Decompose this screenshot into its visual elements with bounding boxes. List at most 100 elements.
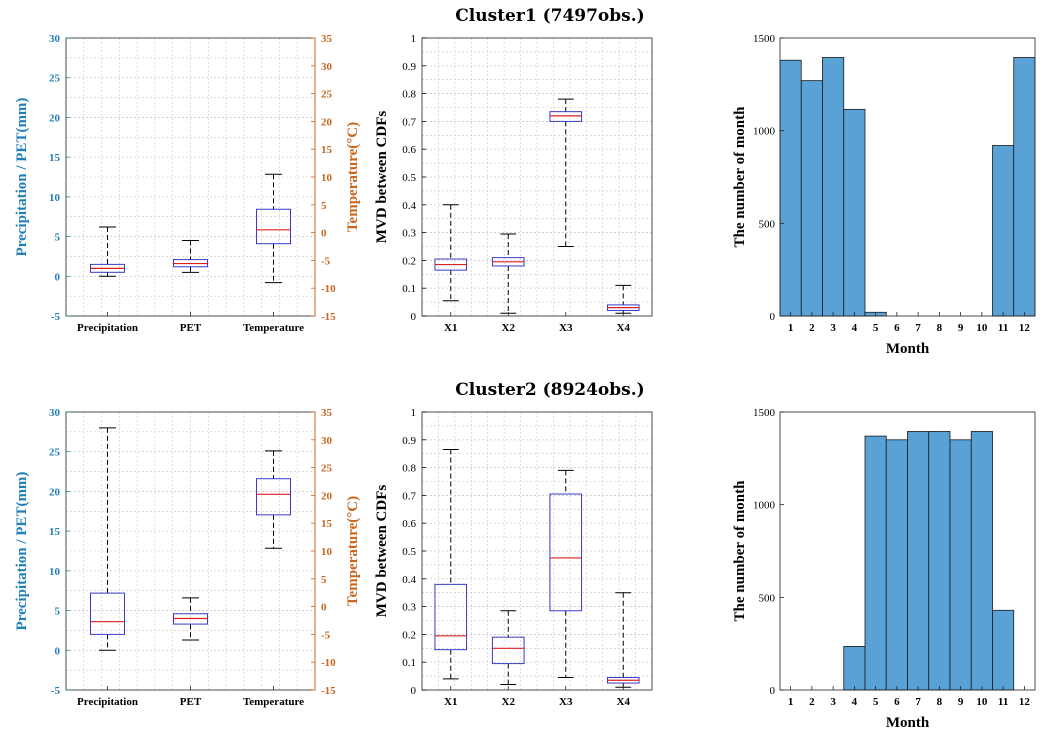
y2-tick-label: 10 bbox=[321, 172, 333, 184]
y-tick-label: 20 bbox=[49, 112, 61, 124]
box-x1 bbox=[434, 204, 468, 302]
y2-tick-label: 5 bbox=[321, 200, 327, 212]
y-tick-label: 0.5 bbox=[402, 172, 416, 184]
x-axis-label: Month bbox=[886, 715, 930, 731]
iqr-box bbox=[256, 208, 291, 245]
x-tick-label: Precipitation bbox=[77, 696, 138, 708]
cluster2-title: Cluster2 (8924obs.) bbox=[455, 380, 644, 400]
y2-tick-label: 10 bbox=[321, 546, 333, 558]
box-x3 bbox=[549, 469, 583, 678]
box-x2 bbox=[491, 233, 525, 314]
iqr-box bbox=[90, 592, 125, 635]
y2-tick-label: 35 bbox=[321, 33, 333, 45]
y2-tick-label: -15 bbox=[321, 311, 336, 323]
bar-month-8 bbox=[928, 431, 951, 691]
y-tick-label: 10 bbox=[49, 566, 61, 578]
x-tick-label: Precipitation bbox=[77, 322, 138, 334]
x-tick-label: 11 bbox=[998, 322, 1008, 334]
box-precipitation bbox=[90, 226, 125, 277]
x-tick-label: X3 bbox=[559, 696, 573, 708]
y-tick-label: 0.9 bbox=[402, 435, 416, 447]
y-tick-label: 1000 bbox=[753, 126, 776, 138]
box-temperature bbox=[256, 173, 291, 284]
box-x1 bbox=[434, 449, 468, 680]
y-tick-label: 0.8 bbox=[402, 463, 416, 475]
bar-month-5 bbox=[864, 435, 887, 691]
y-tick-label: 0.4 bbox=[402, 574, 416, 586]
y-axis-label: MVD between CDFs bbox=[374, 111, 390, 244]
bar-month-1 bbox=[779, 59, 802, 317]
y2-tick-label: 5 bbox=[321, 574, 327, 586]
y2-tick-label: 15 bbox=[321, 144, 333, 156]
y-axis-label: MVD between CDFs bbox=[374, 485, 390, 618]
y-tick-label: 5 bbox=[55, 232, 61, 244]
x-tick-label: 2 bbox=[809, 322, 815, 334]
x-tick-label: 9 bbox=[958, 696, 964, 708]
x-tick-label: X2 bbox=[502, 322, 516, 334]
x-tick-label: 7 bbox=[915, 322, 921, 334]
box-x3 bbox=[549, 98, 583, 247]
y2-tick-label: -15 bbox=[321, 685, 336, 697]
y-tick-label: -5 bbox=[51, 685, 61, 697]
box-pet bbox=[173, 240, 208, 273]
y-tick-label: 500 bbox=[759, 592, 776, 604]
x-tick-label: 6 bbox=[894, 696, 900, 708]
y2-tick-label: -10 bbox=[321, 657, 336, 669]
bar-month-7 bbox=[907, 431, 930, 691]
y-tick-label: 20 bbox=[49, 486, 61, 498]
y-tick-label: 0.3 bbox=[402, 602, 416, 614]
x-tick-label: PET bbox=[180, 322, 202, 334]
y2-tick-label: 0 bbox=[321, 228, 327, 240]
bar-month-12 bbox=[1013, 57, 1036, 317]
y2-tick-label: 20 bbox=[321, 116, 333, 128]
x-tick-label: X1 bbox=[444, 696, 457, 708]
x-tick-label: Temperature bbox=[243, 322, 304, 334]
box-temperature bbox=[256, 450, 291, 549]
bar-month-9 bbox=[949, 439, 972, 691]
y-tick-label: 1 bbox=[411, 33, 417, 45]
y-tick-label: 0.6 bbox=[402, 144, 416, 156]
x-tick-label: 12 bbox=[1019, 322, 1031, 334]
y-tick-label: 30 bbox=[49, 33, 61, 45]
bar-month-11 bbox=[992, 145, 1015, 317]
y-tick-label: 0.1 bbox=[402, 283, 416, 295]
y-axis-label: The number of month bbox=[732, 106, 748, 248]
x-axis-label: Month bbox=[886, 341, 930, 357]
box-x2 bbox=[491, 610, 525, 685]
x-tick-label: 10 bbox=[976, 696, 988, 708]
iqr-box bbox=[434, 583, 468, 651]
x-tick-label: 4 bbox=[852, 322, 858, 334]
bar-month-6 bbox=[885, 439, 908, 691]
y-tick-label: 1 bbox=[411, 407, 417, 419]
bar-month-10 bbox=[970, 431, 993, 691]
box-panel-4: 0 0.1 0.2 0.3 0.4 0.5 0.6 0.7 0.8 0.9 1 MVD between… bbox=[374, 407, 653, 708]
y-tick-label: 0.3 bbox=[402, 228, 416, 240]
box-x4 bbox=[606, 284, 640, 314]
box-panel-0: -5 0 5 10 15 20 25 30 Precipitation / PET(mm) -15… bbox=[14, 33, 361, 334]
y2-tick-label: 0 bbox=[321, 602, 327, 614]
box-precipitation bbox=[90, 427, 125, 651]
y2-tick-label: -5 bbox=[321, 629, 331, 641]
x-tick-label: Temperature bbox=[243, 696, 304, 708]
y-tick-label: -5 bbox=[51, 311, 61, 323]
x-tick-label: 5 bbox=[873, 322, 879, 334]
y-tick-label: 0 bbox=[55, 645, 61, 657]
y-tick-label: 5 bbox=[55, 606, 61, 618]
y-tick-label: 15 bbox=[49, 526, 61, 538]
x-tick-label: X1 bbox=[444, 322, 457, 334]
x-tick-label: X4 bbox=[617, 696, 631, 708]
x-tick-label: 1 bbox=[788, 696, 794, 708]
iqr-box bbox=[549, 493, 583, 612]
box-panel-3: -5 0 5 10 15 20 25 30 Precipitation / PET(mm) -15… bbox=[14, 407, 361, 708]
x-tick-label: 4 bbox=[852, 696, 858, 708]
x-tick-label: 9 bbox=[958, 322, 964, 334]
y-tick-label: 0.2 bbox=[402, 629, 416, 641]
box-pet bbox=[173, 597, 208, 641]
bar-month-2 bbox=[800, 80, 823, 317]
iqr-box bbox=[256, 478, 291, 516]
y2-axis-label: Temperature(°C) bbox=[345, 122, 361, 232]
y-tick-label: 25 bbox=[49, 73, 61, 85]
x-tick-label: 5 bbox=[873, 696, 879, 708]
y2-tick-label: 15 bbox=[321, 518, 333, 530]
